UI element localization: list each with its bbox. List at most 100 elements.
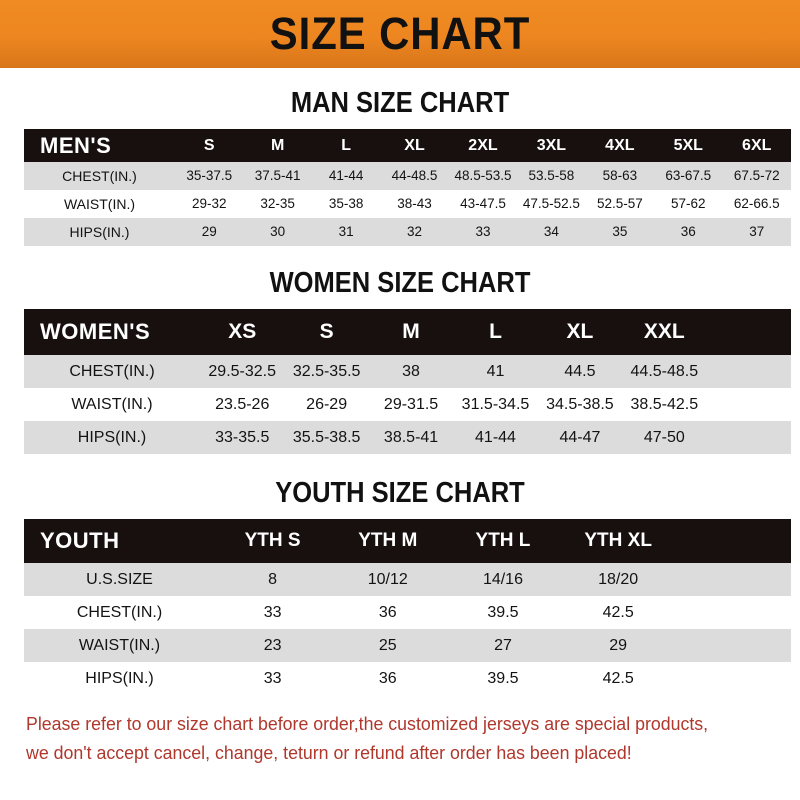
men-size-header-1: S [203,137,215,154]
youth-table-body: U.S.SIZE 8 10/12 14/16 18/20 CHEST(IN.) 33 36 3… [24,563,791,695]
men-cell-r2-c7: 52.5-57 [596,196,643,211]
page-banner: SIZE CHART [0,0,800,68]
youth-section-title: YOUTH SIZE CHART [275,477,525,509]
youth-size-header-3: YTH L [475,530,531,551]
disclaimer-line-2: we don't accept cancel, change, teturn o… [26,742,632,763]
men-size-header-4: XL [404,137,425,154]
youth-cell-r2-c4: 42.5 [602,604,634,621]
women-cell-r1-c4: 41 [486,363,505,380]
table-row: WAIST(IN.) 23.5-26 26-29 29-31.5 31.5-34.5 34… [24,388,791,421]
women-cell-r1-c6: 44.5-48.5 [630,363,699,380]
women-cell-r2-c3: 29-31.5 [383,396,439,413]
women-cell-r1-c1: 29.5-32.5 [208,363,277,380]
women-cell-r2-c2: 26-29 [306,396,348,413]
men-row-label-3: HIPS(IN.) [69,224,130,240]
women-cell-r2-c6: 38.5-42.5 [630,396,699,413]
men-size-header-7: 4XL [605,137,635,154]
youth-cell-r1-c4: 18/20 [598,571,639,588]
youth-cell-r3-c4: 29 [609,637,628,654]
men-corner-label: MEN'S [40,133,112,158]
women-size-table: WOMEN'S XS S M L XL XXL CHEST(IN.) 29.5-32.5 32.… [24,309,791,454]
youth-cell-r3-c2: 25 [378,637,397,654]
women-cell-r3-c1: 33-35.5 [215,429,270,446]
youth-size-header-2: YTH M [358,530,418,551]
youth-cell-r4-c1: 33 [263,670,282,687]
men-cell-r3-c8: 36 [680,224,696,239]
women-row-label-3: HIPS(IN.) [77,429,147,446]
table-row: CHEST(IN.) 33 36 39.5 42.5 [24,596,791,629]
men-cell-r2-c2: 32-35 [260,196,295,211]
women-size-header-3: M [402,320,420,343]
men-cell-r3-c6: 34 [543,224,559,239]
men-cell-r2-c1: 29-32 [191,196,227,211]
women-cell-r2-c5: 34.5-38.5 [546,396,614,413]
youth-corner-label: YOUTH [40,528,120,553]
youth-cell-filler [676,629,791,662]
table-row: WAIST(IN.) 23 25 27 29 [24,629,791,662]
women-row-label-2: WAIST(IN.) [71,396,153,413]
women-cell-r3-c6: 47-50 [643,429,685,446]
disclaimer-line-1: Please refer to our size chart before or… [26,713,709,734]
women-size-header-4: L [489,320,502,343]
youth-size-section: YOUTH SIZE CHART YOUTH YTH S YTH M YTH L YTH… [0,477,800,695]
women-corner-label: WOMEN'S [40,319,151,344]
women-row-label-1: CHEST(IN.) [69,363,155,380]
women-cell-r1-c5: 44.5 [564,363,596,380]
women-cell-r2-c1: 23.5-26 [215,396,270,413]
table-row: CHEST(IN.) 29.5-32.5 32.5-35.5 38 41 44.5 44.5… [24,355,791,388]
men-size-header-9: 6XL [742,137,772,154]
table-row: CHEST(IN.) 35-37.5 37.5-41 41-44 44-48.5 48.5… [24,162,791,190]
women-size-header-5: XL [566,320,594,343]
youth-cell-r2-c2: 36 [378,604,397,621]
men-cell-r1-c3: 41-44 [328,168,364,183]
men-cell-r3-c1: 29 [201,224,217,239]
women-cell-filler [707,355,791,388]
youth-cell-r4-c2: 36 [378,670,397,687]
youth-cell-r1-c2: 10/12 [367,571,408,588]
women-cell-r3-c5: 44-47 [559,429,601,446]
youth-size-header-4: YTH XL [584,530,652,551]
men-size-header-2: M [270,137,285,154]
men-size-table: MEN'S S M L XL 2XL 3XL 4XL 5XL 6XL CHEST(IN.) 35-3… [24,129,791,246]
women-cell-r3-c4: 41-44 [475,429,516,446]
men-cell-r3-c3: 31 [338,224,354,239]
men-cell-r3-c5: 33 [475,224,491,239]
men-header-row: MEN'S S M L XL 2XL 3XL 4XL 5XL 6XL [24,129,791,162]
women-size-section: WOMEN SIZE CHART WOMEN'S XS S M L XL XXL CHEST… [0,267,800,454]
table-row: HIPS(IN.) 33-35.5 35.5-38.5 38.5-41 41-44 44-… [24,421,791,454]
men-cell-r3-c4: 32 [407,224,423,239]
men-size-header-3: L [341,137,351,154]
women-cell-r3-c3: 38.5-41 [383,429,439,446]
men-cell-r1-c9: 67.5-72 [733,168,780,183]
men-cell-r2-c6: 47.5-52.5 [522,196,580,211]
youth-cell-r3-c3: 27 [494,637,512,654]
youth-cell-filler [676,662,791,695]
men-size-header-6: 3XL [536,137,567,154]
youth-size-table: YOUTH YTH S YTH M YTH L YTH XL U.S.SIZE 8 10/1… [24,519,791,695]
women-header-filler [707,309,791,355]
page-title: SIZE CHART [269,8,531,59]
men-table-body: CHEST(IN.) 35-37.5 37.5-41 41-44 44-48.5 48.5… [24,162,791,246]
men-cell-r3-c9: 37 [749,224,765,239]
men-table-header: MEN'S S M L XL 2XL 3XL 4XL 5XL 6XL [24,129,791,162]
men-cell-r1-c5: 48.5-53.5 [454,168,512,183]
youth-cell-r1-c1: 8 [268,571,278,588]
women-header-row: WOMEN'S XS S M L XL XXL [24,309,791,355]
men-cell-r1-c4: 44-48.5 [391,168,438,183]
women-size-header-1: XS [228,320,257,343]
youth-row-label-1: U.S.SIZE [86,571,153,588]
table-row: HIPS(IN.) 33 36 39.5 42.5 [24,662,791,695]
table-row: WAIST(IN.) 29-32 32-35 35-38 38-43 43-47.5 47.… [24,190,791,218]
men-size-section: MAN SIZE CHART MEN'S S M L XL 2XL 3XL 4XL 5XL 6XL… [0,87,800,246]
youth-cell-r3-c1: 23 [263,637,282,654]
youth-cell-filler [676,596,791,629]
table-row: U.S.SIZE 8 10/12 14/16 18/20 [24,563,791,596]
men-cell-r1-c7: 58-63 [602,168,638,183]
youth-header-row: YOUTH YTH S YTH M YTH L YTH XL [24,519,791,563]
youth-cell-filler [676,563,791,596]
women-size-header-6: XXL [643,320,685,343]
men-cell-r2-c9: 62-66.5 [733,196,780,211]
men-cell-r1-c8: 63-67.5 [665,168,712,183]
men-size-header-5: 2XL [468,137,498,154]
men-section-title: MAN SIZE CHART [290,87,510,119]
